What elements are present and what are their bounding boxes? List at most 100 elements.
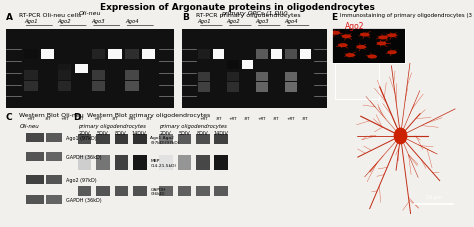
- Ellipse shape: [378, 36, 388, 40]
- Bar: [271, 50, 282, 60]
- Bar: [178, 156, 191, 170]
- Bar: [178, 186, 191, 196]
- Text: 14DIV: 14DIV: [213, 130, 228, 135]
- Bar: [91, 82, 105, 91]
- Bar: [196, 156, 210, 170]
- Text: Oli-neu: Oli-neu: [20, 124, 40, 129]
- Text: +RT: +RT: [27, 117, 35, 121]
- Ellipse shape: [356, 46, 366, 50]
- Ellipse shape: [360, 33, 370, 37]
- Bar: [78, 134, 91, 145]
- Bar: [58, 71, 71, 80]
- Bar: [125, 71, 138, 80]
- Ellipse shape: [387, 51, 397, 55]
- Bar: [24, 82, 37, 91]
- Text: A: A: [6, 12, 13, 21]
- Text: E: E: [331, 12, 337, 21]
- Bar: [285, 72, 297, 82]
- Text: Western Blot Oli-neu: Western Blot Oli-neu: [19, 112, 84, 117]
- Bar: [26, 153, 44, 162]
- Text: 14DIV: 14DIV: [132, 130, 146, 135]
- Bar: [285, 50, 297, 60]
- Text: MBP
(14-21.5kD): MBP (14-21.5kD): [150, 159, 176, 167]
- Bar: [133, 156, 146, 170]
- Text: +RT: +RT: [200, 117, 209, 121]
- Ellipse shape: [342, 35, 351, 39]
- Text: -RT: -RT: [215, 117, 222, 121]
- Bar: [214, 186, 228, 196]
- Text: GAPDH (36kD): GAPDH (36kD): [66, 155, 102, 160]
- Text: Ago1 Ago2
(97kD)(97kD): Ago1 Ago2 (97kD)(97kD): [150, 135, 180, 144]
- Bar: [133, 134, 146, 145]
- Text: -RT: -RT: [146, 117, 152, 121]
- Bar: [199, 83, 210, 92]
- Text: Ago4: Ago4: [284, 19, 298, 24]
- Bar: [125, 50, 138, 60]
- Text: Immunostaining of primary oligodendrocytes (3 DIV): Immunostaining of primary oligodendrocyt…: [340, 12, 474, 17]
- Bar: [91, 71, 105, 80]
- Bar: [142, 50, 155, 60]
- Ellipse shape: [367, 55, 377, 59]
- Bar: [242, 61, 253, 70]
- Ellipse shape: [331, 32, 340, 36]
- Text: -RT: -RT: [244, 117, 251, 121]
- Text: Ago2: Ago2: [226, 19, 240, 24]
- Text: +RT: +RT: [94, 117, 102, 121]
- Text: Ago1: Ago1: [24, 19, 38, 24]
- Bar: [285, 83, 297, 92]
- Text: Western Blot primary oligodendrocytes: Western Blot primary oligodendrocytes: [87, 112, 210, 117]
- Bar: [58, 82, 71, 91]
- Bar: [115, 134, 128, 145]
- Text: RT-PCR Oli-neu cells: RT-PCR Oli-neu cells: [19, 12, 81, 17]
- Text: 2DIV: 2DIV: [78, 130, 90, 135]
- Bar: [46, 175, 62, 184]
- Text: -RT: -RT: [78, 117, 85, 121]
- Bar: [75, 64, 88, 74]
- Bar: [214, 156, 228, 170]
- Text: 5DIV: 5DIV: [97, 130, 109, 135]
- Bar: [125, 82, 138, 91]
- Bar: [159, 156, 173, 170]
- Text: 5DIV: 5DIV: [178, 130, 190, 135]
- Bar: [159, 186, 173, 196]
- Bar: [96, 186, 110, 196]
- Bar: [46, 195, 62, 204]
- Ellipse shape: [377, 42, 386, 46]
- Bar: [109, 50, 122, 60]
- Bar: [41, 50, 55, 60]
- Text: Ago3: Ago3: [255, 19, 269, 24]
- Text: Ago2: Ago2: [345, 22, 365, 30]
- Bar: [159, 134, 173, 145]
- Text: +RT: +RT: [258, 117, 266, 121]
- Bar: [214, 134, 228, 145]
- Bar: [115, 186, 128, 196]
- Bar: [228, 72, 239, 82]
- Bar: [26, 133, 44, 142]
- Text: GAPDH
(36kD): GAPDH (36kD): [150, 187, 166, 195]
- Bar: [300, 50, 311, 60]
- Text: 50 μm: 50 μm: [426, 194, 441, 199]
- Ellipse shape: [393, 128, 407, 145]
- Text: Ago1: Ago1: [197, 19, 211, 24]
- Text: Expression of Argonaute proteins in oligodendrocytes: Expression of Argonaute proteins in olig…: [100, 3, 374, 12]
- Ellipse shape: [338, 44, 347, 48]
- Text: C: C: [6, 112, 12, 121]
- Text: Ago3: Ago3: [91, 19, 105, 24]
- Bar: [178, 134, 191, 145]
- Text: -RT: -RT: [302, 117, 309, 121]
- Text: -RT: -RT: [45, 117, 51, 121]
- Text: 8DIV: 8DIV: [196, 130, 208, 135]
- Bar: [26, 175, 44, 184]
- Text: Ago2 (97kD): Ago2 (97kD): [66, 178, 97, 182]
- Text: RT-PCR primary oligodendrocytes: RT-PCR primary oligodendrocytes: [196, 12, 301, 17]
- Text: -RT: -RT: [273, 117, 280, 121]
- Bar: [335, 43, 379, 99]
- Text: +RT: +RT: [128, 117, 136, 121]
- Text: +RT: +RT: [60, 117, 69, 121]
- Text: Ago2: Ago2: [58, 19, 72, 24]
- Bar: [196, 186, 210, 196]
- Ellipse shape: [346, 54, 355, 58]
- Ellipse shape: [387, 34, 397, 38]
- Text: Oli-neu: Oli-neu: [79, 11, 101, 16]
- Bar: [256, 72, 268, 82]
